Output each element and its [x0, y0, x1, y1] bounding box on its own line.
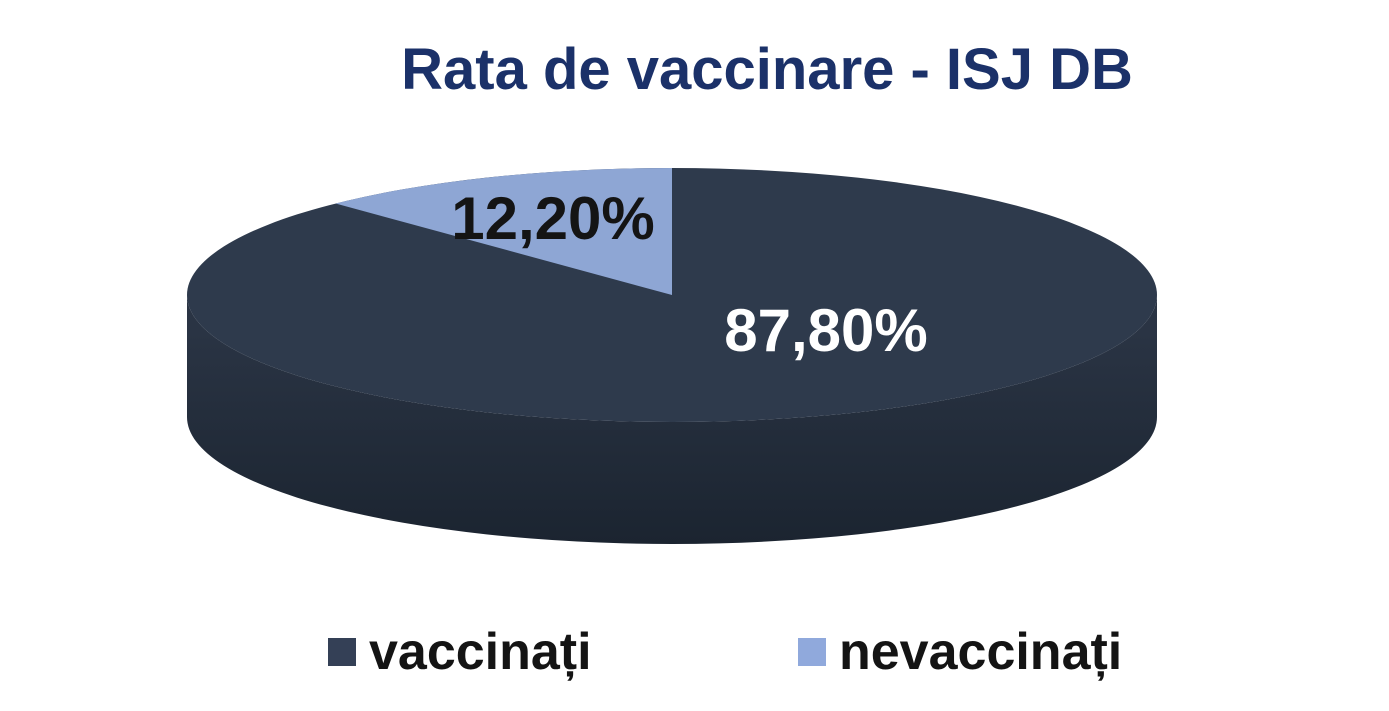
pie-3d-side	[187, 295, 1157, 544]
slice-value-label-nevaccinati: 12,20%	[451, 185, 655, 252]
legend-item-vaccinati: vaccinați	[328, 626, 592, 678]
legend-item-nevaccinati: nevaccinați	[798, 626, 1122, 678]
slice-value-label-vaccinati: 87,80%	[724, 297, 928, 364]
legend-swatch-vaccinati	[328, 638, 356, 666]
legend-label-nevaccinati: nevaccinați	[839, 623, 1123, 681]
pie-slice-nevaccinati	[335, 168, 672, 295]
chart-title: Rata de vaccinare - ISJ DB	[401, 37, 1133, 102]
legend-label-vaccinati: vaccinați	[369, 623, 592, 681]
legend-swatch-nevaccinati	[798, 638, 826, 666]
